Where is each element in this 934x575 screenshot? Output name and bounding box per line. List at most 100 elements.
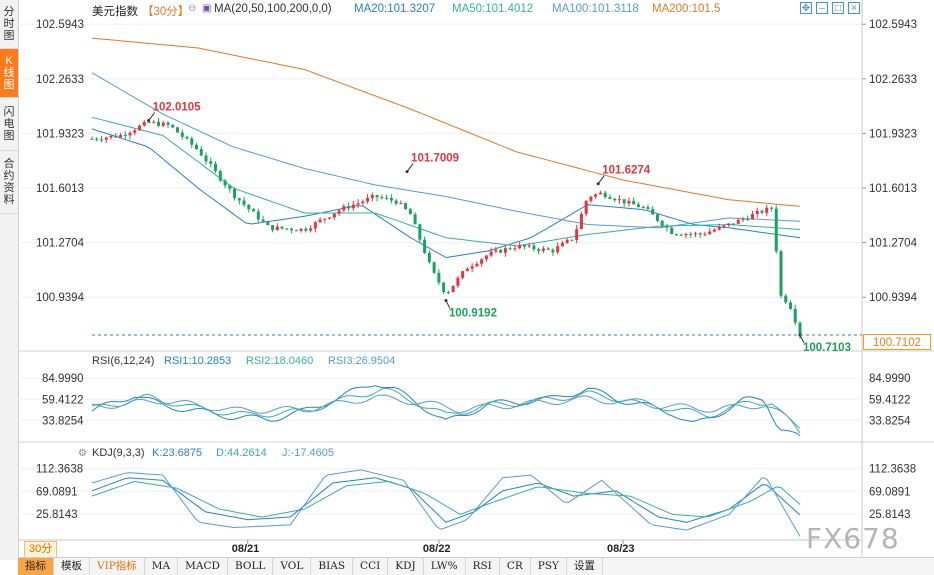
tab-timeshare-label: 分时图 (3, 6, 15, 42)
kdj-ytick-label-left: 112.3638 (36, 464, 83, 476)
restore-icon[interactable]: □ (832, 2, 844, 14)
candle-body (746, 218, 750, 220)
move-icon[interactable]: ✥ (800, 2, 812, 14)
toolbar-button-4[interactable]: MACD (178, 558, 228, 575)
indicator-toolbar: 指标 模板 VIP指标 MA MACD BOLL VOL BIAS CCI KDJ LW% RSI CR… (18, 557, 934, 575)
candle-body (660, 220, 664, 226)
toolbar-button-1[interactable]: 模板 (54, 558, 90, 575)
candle-body (271, 225, 275, 231)
candle-body (632, 200, 636, 205)
candle-body (214, 163, 218, 171)
candle-body (323, 218, 327, 220)
settings-icon[interactable]: ⊖ (188, 3, 197, 14)
candle-body (100, 139, 104, 141)
candle-body (760, 210, 764, 213)
candle-body (356, 203, 360, 205)
candle-body (513, 248, 517, 250)
candle-body (788, 302, 792, 309)
candle-body (494, 249, 498, 252)
candle-body (294, 230, 298, 232)
toolbar-button-14[interactable]: 设置 (567, 558, 603, 575)
toolbar-button-8[interactable]: CCI (353, 558, 389, 575)
annotation-leader (597, 175, 605, 185)
candle-body (731, 223, 735, 225)
candle-body (328, 217, 332, 219)
candle-body (280, 226, 284, 229)
tab-timeshare[interactable]: 分时图 (0, 0, 18, 49)
candle-body (195, 144, 199, 150)
candle-body (347, 206, 351, 209)
instrument-title: 美元指数 (92, 6, 138, 18)
rsi1-legend: RSI1:10.2853 (164, 355, 231, 367)
candle-body (522, 244, 526, 247)
candle-body (375, 195, 379, 198)
current-price-box: 100.7102 (863, 334, 931, 350)
candle-body (556, 246, 560, 253)
candle-body (579, 213, 583, 230)
candle-body (489, 251, 493, 256)
toolbar-button-5[interactable]: BOLL (228, 558, 274, 575)
candle-body (655, 214, 659, 221)
toolbar-button-10[interactable]: LW% (424, 558, 466, 575)
candle-body (484, 255, 488, 260)
main-ytick-label-right: 102.2633 (869, 74, 917, 86)
candle-body (779, 251, 783, 296)
candle-body (114, 135, 118, 138)
candle-body (769, 207, 773, 209)
main-ytick-label-right: 102.5943 (869, 19, 917, 31)
candle-body (603, 192, 607, 197)
candle-body (736, 219, 740, 224)
candle-body (541, 248, 545, 251)
toolbar-button-0[interactable]: 指标 (18, 558, 54, 575)
toolbar-button-9[interactable]: KDJ (388, 558, 424, 575)
candle-body (275, 226, 279, 231)
candle-body (717, 226, 721, 230)
minimize-icon[interactable]: – (816, 2, 828, 14)
candle-body (209, 161, 213, 164)
candle-body (109, 135, 113, 138)
candle-body (418, 224, 422, 240)
period-selector[interactable]: 30分 (24, 541, 58, 558)
main-ytick-label-left: 102.5943 (36, 19, 84, 31)
candle-body (608, 196, 612, 199)
toolbar-button-11[interactable]: RSI (466, 558, 500, 575)
candle-body (636, 204, 640, 208)
ma-name: MA(20,50,100,200,0,0) (214, 3, 332, 15)
toolbar-button-3[interactable]: MA (145, 558, 179, 575)
candle-body (456, 277, 460, 286)
candle-body (774, 208, 778, 252)
candle-body (185, 136, 189, 139)
toolbar-button-2[interactable]: VIP指标 (90, 558, 145, 575)
period-label: 【30分】 (142, 6, 190, 18)
tab-lightning[interactable]: 闪电图 (0, 98, 18, 151)
candle-body (176, 127, 180, 133)
rsi-ytick-label-left: 59.4122 (42, 394, 84, 406)
candle-body (190, 138, 194, 145)
kdj-settings-icon[interactable]: ⚙ (78, 448, 87, 459)
candle-body (589, 196, 593, 201)
tab-contract-info[interactable]: 合约资料 (0, 151, 18, 214)
candle-body (679, 234, 683, 236)
toolbar-button-12[interactable]: CR (500, 558, 531, 575)
main-ytick-label-left: 101.2704 (36, 238, 85, 250)
candle-body (237, 198, 241, 201)
candle-body (128, 132, 132, 136)
watermark: FX678 (806, 522, 900, 555)
toolbar-button-7[interactable]: BIAS (311, 558, 354, 575)
ma-icon: ▣ (202, 3, 212, 14)
candle-body (133, 130, 137, 133)
tab-lightning-label: 闪电图 (3, 106, 15, 142)
candle-body (147, 121, 151, 123)
k-legend: K:23.6875 (152, 447, 202, 459)
candle-body (313, 222, 317, 229)
candle-body (684, 233, 688, 236)
tab-kline[interactable]: K线图 (0, 49, 18, 98)
close-icon[interactable]: × (848, 2, 860, 14)
ma200-value: MA200:101.5 (652, 3, 721, 15)
candle-body (613, 198, 617, 201)
candle-body (560, 242, 564, 247)
annotation-dot (596, 182, 600, 186)
toolbar-button-13[interactable]: PSY (531, 558, 567, 575)
toolbar-button-6[interactable]: VOL (273, 558, 312, 575)
main-ytick-label-left: 100.9394 (36, 292, 85, 304)
